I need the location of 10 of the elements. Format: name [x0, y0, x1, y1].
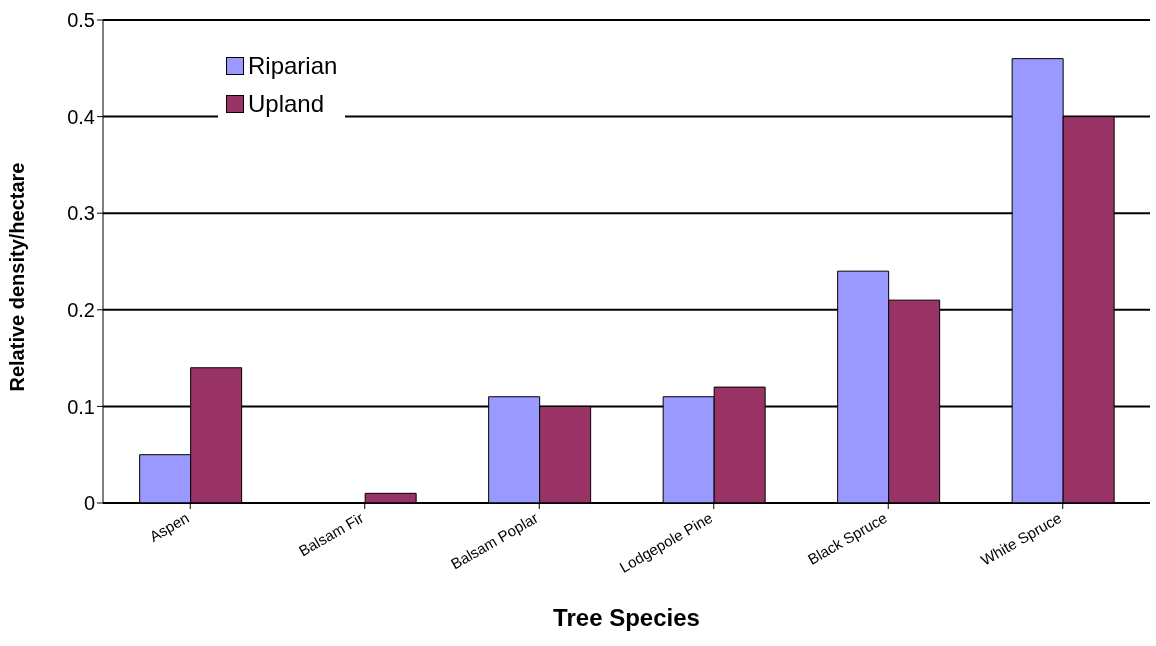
y-tick-label: 0 [83, 492, 95, 515]
y-tick-label: 0.2 [67, 298, 95, 321]
y-axis-title: Relative density/hectare [6, 162, 29, 392]
legend-label: Upland [248, 90, 325, 118]
y-tick-label: 0.4 [67, 105, 95, 128]
y-tick-label: 0.5 [67, 9, 95, 32]
y-tick-label: 0.1 [67, 395, 95, 418]
x-axis-title: Tree Species [553, 604, 700, 631]
y-tick-label: 0.3 [67, 202, 95, 225]
legend-label: Riparian [248, 52, 338, 80]
